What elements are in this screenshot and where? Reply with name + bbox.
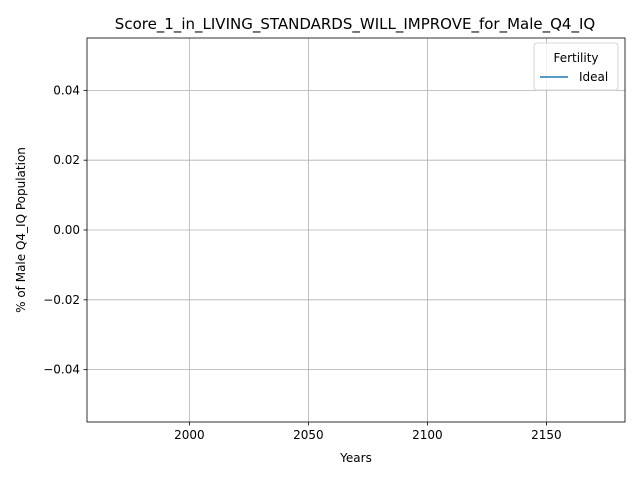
x-axis-ticks: 2000 2050 2100 2150 — [174, 422, 562, 442]
y-tick-label: 0.00 — [53, 223, 80, 237]
y-tick-label: 0.04 — [53, 83, 80, 97]
legend-title: Fertility — [553, 51, 598, 65]
legend: Fertility Ideal — [533, 42, 619, 91]
y-axis-ticks: −0.04 −0.02 0.00 0.02 0.04 — [43, 83, 87, 377]
grid — [87, 38, 625, 422]
x-tick-label: 2050 — [293, 428, 324, 442]
chart-title: Score_1_in_LIVING_STANDARDS_WILL_IMPROVE… — [115, 15, 595, 34]
y-tick-label: −0.04 — [43, 363, 80, 377]
x-tick-label: 2150 — [531, 428, 562, 442]
legend-label-ideal: Ideal — [579, 70, 608, 84]
plot-area: 2000 2050 2100 2150 −0.04 −0.02 0.00 0.02 0.04 — [43, 37, 626, 442]
y-tick-label: −0.02 — [43, 293, 80, 307]
legend-box — [533, 42, 619, 91]
y-tick-label: 0.02 — [53, 153, 80, 167]
x-tick-label: 2100 — [412, 428, 443, 442]
y-axis-label: % of Male Q4_IQ Population — [14, 147, 28, 313]
x-axis-label: Years — [339, 451, 372, 465]
x-tick-label: 2000 — [174, 428, 205, 442]
